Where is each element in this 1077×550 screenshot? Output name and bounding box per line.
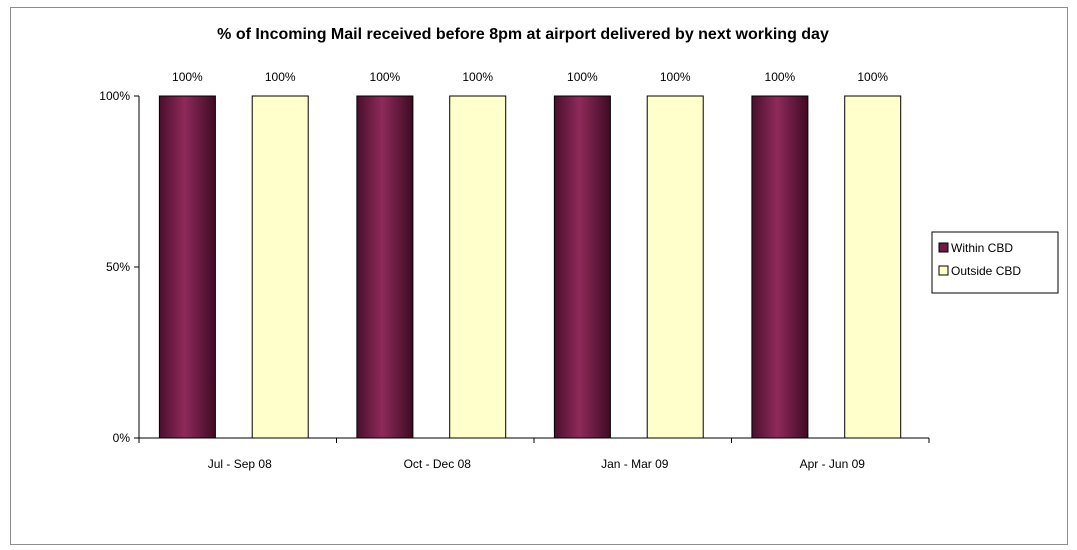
legend-label: Outside CBD xyxy=(951,264,1021,278)
bar-outside-cbd xyxy=(449,95,507,439)
bar-outside-cbd xyxy=(646,95,704,439)
chart: % of Incoming Mail received before 8pm a… xyxy=(99,26,1059,471)
legend: Within CBD Outside CBD xyxy=(931,231,1059,294)
bar-within-cbd xyxy=(751,95,809,439)
data-label: 100% xyxy=(265,70,296,84)
y-tick-label: 100% xyxy=(99,89,130,103)
bar-outside-cbd xyxy=(251,95,309,439)
data-label: 100% xyxy=(172,70,203,84)
data-label: 100% xyxy=(567,70,598,84)
bar-within-cbd xyxy=(356,95,414,439)
bar-within-cbd xyxy=(158,95,216,439)
y-tick-label: 50% xyxy=(106,260,130,274)
data-label: 100% xyxy=(660,70,691,84)
plot-area: 0% 50% 100% 100% 100% Jul - Sep 08 100% 100% Oct… xyxy=(99,70,930,471)
x-tick-label: Oct - Dec 08 xyxy=(404,457,472,471)
chart-frame: % of Incoming Mail received before 8pm a… xyxy=(10,7,1068,545)
y-tick-label: 0% xyxy=(113,431,131,445)
bar-within-cbd xyxy=(553,95,611,439)
bar-outside-cbd xyxy=(844,95,902,439)
legend-swatch-within-cbd xyxy=(938,242,949,253)
data-label: 100% xyxy=(765,70,796,84)
x-tick-label: Jan - Mar 09 xyxy=(601,457,669,471)
chart-title: % of Incoming Mail received before 8pm a… xyxy=(217,26,829,43)
legend-swatch-outside-cbd xyxy=(938,265,949,276)
data-label: 100% xyxy=(370,70,401,84)
legend-label: Within CBD xyxy=(951,241,1013,255)
data-label: 100% xyxy=(462,70,493,84)
legend-box xyxy=(931,231,1059,294)
x-tick-label: Apr - Jun 09 xyxy=(800,457,866,471)
data-label: 100% xyxy=(857,70,888,84)
x-tick-label: Jul - Sep 08 xyxy=(208,457,272,471)
